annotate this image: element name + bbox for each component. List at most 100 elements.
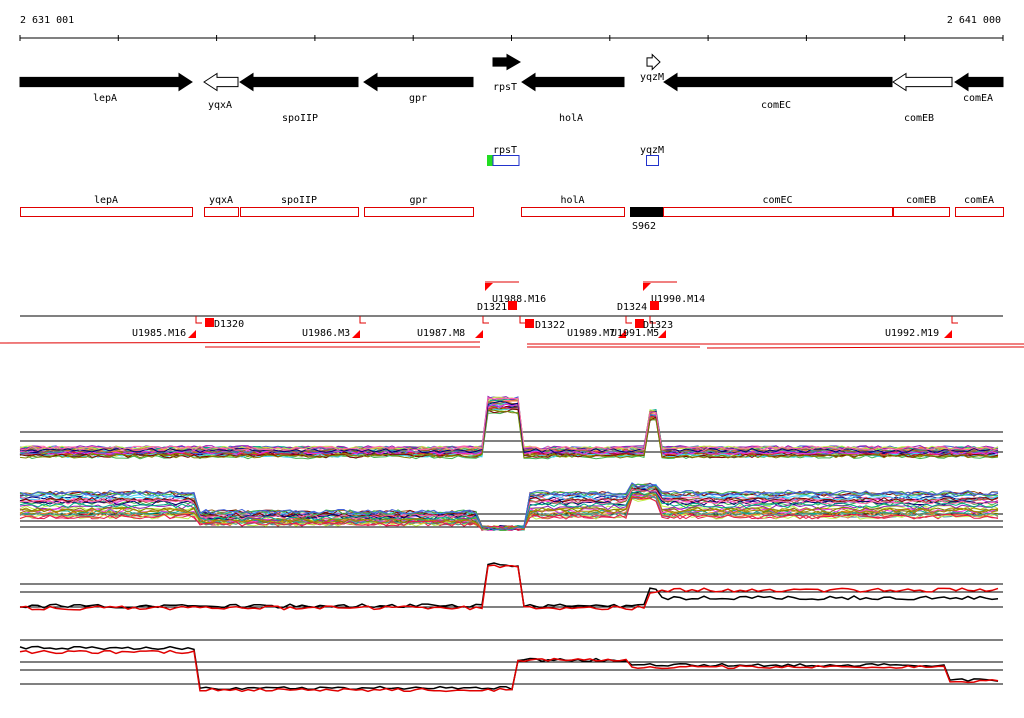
segment-label-u1992-m19: U1992.M19 — [885, 328, 939, 339]
segmentation-track: U1985.M16 U1986.M3 U1987.M8 U1988.M16 U1989.… — [0, 281, 1024, 349]
feature-rpst-blue[interactable] — [492, 155, 520, 166]
gene-arrow-yqzm[interactable] — [646, 53, 661, 71]
annotation-box-comea[interactable] — [955, 207, 1004, 217]
d-marker-label-d1321: D1321 — [477, 302, 507, 313]
segment-flag[interactable] — [352, 330, 360, 338]
gene-label-comea: comEA — [963, 93, 993, 104]
segment-boundary — [519, 316, 526, 324]
segment-label-u1988-m16: U1988.M16 — [492, 294, 546, 305]
annotation-label-hola: holA — [560, 195, 584, 206]
annotation-label-comea: comEA — [964, 195, 994, 206]
segment-flag[interactable] — [944, 330, 952, 338]
small-feature-track: rpsT yqzM — [487, 145, 664, 166]
d-marker-square[interactable] — [635, 319, 644, 328]
s-feature[interactable]: S962 — [630, 207, 663, 232]
segment-label-u1986-m3: U1986.M3 — [302, 328, 350, 339]
annotation-box-yqxa[interactable] — [204, 207, 239, 217]
expression-profile-line — [19, 408, 999, 459]
segment-boundary — [359, 316, 366, 324]
d-marker-square[interactable] — [508, 301, 517, 310]
segment-label-u1989-m7: U1989.M7 — [567, 328, 615, 339]
annotation-label-yqxa: yqxA — [209, 195, 233, 206]
annotation-box-comec[interactable] — [663, 207, 893, 217]
gene-label-comeb: comEB — [904, 113, 934, 124]
feature-yqzm-blue[interactable] — [646, 155, 659, 166]
segment-flag[interactable] — [475, 330, 483, 338]
gene-arrow-comeb[interactable] — [892, 72, 953, 92]
segment-boundary — [482, 316, 489, 324]
segment-track-line — [706, 346, 1024, 349]
gene-track: lepA yqxA spoIIP gpr rpsT holA yqzM comEC comEB c… — [19, 53, 1004, 124]
gene-label-lepa: lepA — [93, 93, 117, 104]
gene-label-yqzm: yqzM — [640, 72, 664, 83]
segment-flag[interactable] — [618, 330, 626, 338]
annotation-box-gpr[interactable] — [364, 207, 474, 217]
expression-profiles — [19, 395, 1003, 693]
d-marker-square[interactable] — [525, 319, 534, 328]
gene-arrow-rpst[interactable] — [492, 53, 522, 71]
segment-track-line — [0, 341, 481, 344]
d-marker-label-d1324: D1324 — [617, 302, 647, 313]
expression-profile-line — [19, 397, 999, 451]
feature-label-yqzm: yqzM — [640, 145, 664, 156]
segment-label-u1991-m5: U1991.M5 — [611, 328, 659, 339]
segment-boundary — [649, 316, 656, 324]
expression-profile-line — [19, 562, 999, 609]
annotation-label-lepa: lepA — [94, 195, 118, 206]
segment-flag[interactable] — [643, 283, 651, 291]
expression-profile-line — [19, 645, 999, 691]
segment-flag[interactable] — [485, 283, 493, 291]
segment-label-u1985-m16: U1985.M16 — [132, 328, 186, 339]
segment-boundary — [951, 316, 958, 324]
end-coordinate: 2 641 000 — [947, 15, 1001, 26]
start-coordinate: 2 631 001 — [20, 15, 74, 26]
expression-profile-line — [19, 409, 999, 459]
gene-label-comec: comEC — [761, 100, 791, 111]
coordinate-ruler — [19, 35, 1004, 41]
expression-profile-line — [19, 401, 999, 453]
expression-profile-line — [19, 649, 999, 693]
segment-flag[interactable] — [658, 330, 666, 338]
expression-profile-line — [19, 406, 999, 457]
annotation-label-comec: comEC — [762, 195, 792, 206]
gene-arrow-hola[interactable] — [521, 72, 625, 92]
expression-profile-line — [19, 482, 999, 531]
gene-arrow-gpr[interactable] — [363, 72, 474, 92]
annotation-box-hola[interactable] — [521, 207, 625, 217]
annotation-box-comeb[interactable] — [893, 207, 950, 217]
segment-boundary — [625, 316, 632, 324]
segment-label-u1990-m14: U1990.M14 — [651, 294, 705, 305]
annotation-box-track: lepA yqxA spoIIP gpr holA comEC comEB comEA — [20, 195, 1004, 217]
annotation-label-gpr: gpr — [409, 195, 427, 206]
gene-arrow-comec[interactable] — [663, 72, 893, 92]
d-marker-square[interactable] — [650, 301, 659, 310]
expression-profile-line — [19, 492, 999, 531]
segment-boundary — [195, 316, 202, 324]
gene-arrow-comea[interactable] — [954, 72, 1004, 92]
d-marker-label-d1322: D1322 — [535, 320, 565, 331]
feature-label-rpst: rpsT — [493, 145, 517, 156]
gene-label-gpr: gpr — [409, 93, 427, 104]
gene-arrow-spoiip[interactable] — [239, 72, 359, 92]
expression-profile-line — [19, 497, 999, 531]
gene-arrow-lepa[interactable] — [19, 72, 193, 92]
annotation-label-spoiip: spoIIP — [281, 195, 317, 206]
s-feature-label: S962 — [632, 221, 656, 232]
gene-arrow-yqxa[interactable] — [203, 72, 239, 92]
gene-label-rpst: rpsT — [493, 82, 517, 93]
annotation-box-lepa[interactable] — [20, 207, 193, 217]
feature-rpst-green[interactable] — [487, 155, 493, 166]
gene-label-hola: holA — [559, 113, 583, 124]
segment-flag[interactable] — [188, 330, 196, 338]
d-marker-square[interactable] — [205, 318, 214, 327]
expression-profile-line — [19, 400, 999, 454]
segment-label-u1987-m8: U1987.M8 — [417, 328, 465, 339]
annotation-box-spoiip[interactable] — [240, 207, 359, 217]
gene-label-yqxa: yqxA — [208, 100, 232, 111]
d-marker-label-d1320: D1320 — [214, 319, 244, 330]
annotation-label-comeb: comEB — [906, 195, 936, 206]
d-marker-label-d1323: D1323 — [643, 320, 673, 331]
gene-label-spoiip: spoIIP — [282, 113, 318, 124]
